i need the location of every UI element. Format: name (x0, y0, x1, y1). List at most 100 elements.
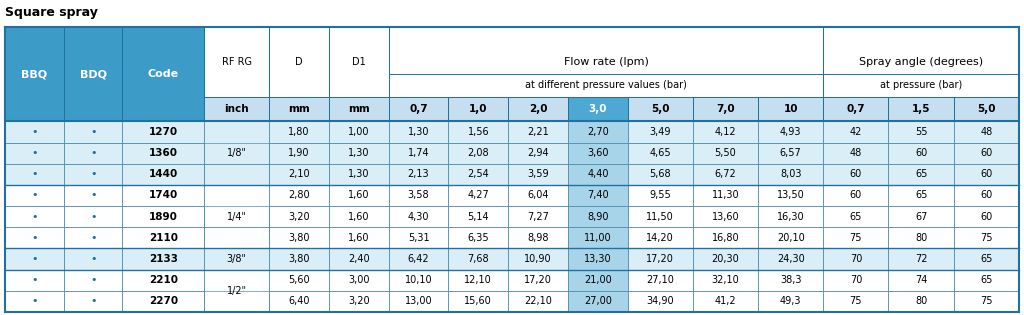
Text: 2,0: 2,0 (528, 104, 547, 114)
Bar (329, 164, 389, 185)
Text: •: • (90, 212, 96, 222)
Text: 1,30: 1,30 (348, 169, 370, 179)
Bar (628, 206, 693, 227)
Text: RF RG: RF RG (221, 57, 252, 67)
Bar (5, 206, 63, 227)
Text: 21,00: 21,00 (584, 275, 611, 285)
Bar (269, 121, 329, 143)
Bar (449, 96, 508, 121)
Bar (269, 270, 329, 291)
Text: 8,03: 8,03 (780, 169, 802, 179)
Text: BBQ: BBQ (22, 69, 47, 79)
Bar (889, 143, 953, 164)
Bar (329, 291, 389, 312)
Bar (758, 206, 823, 227)
Bar (628, 121, 693, 143)
Bar (953, 96, 1019, 121)
Bar (953, 291, 1019, 312)
Text: 6,42: 6,42 (408, 254, 429, 264)
Bar (628, 206, 693, 227)
Bar (5, 164, 63, 185)
Bar (628, 291, 693, 312)
Bar (823, 74, 1019, 96)
Text: Spray angle (degrees): Spray angle (degrees) (859, 57, 983, 67)
Bar (568, 227, 628, 248)
Text: 1,0: 1,0 (469, 104, 487, 114)
Bar (123, 270, 204, 291)
Text: 7,0: 7,0 (716, 104, 735, 114)
Text: 3,0: 3,0 (589, 104, 607, 114)
Bar (63, 291, 123, 312)
Text: at pressure (bar): at pressure (bar) (880, 80, 963, 90)
Bar (953, 248, 1019, 270)
Bar (823, 96, 889, 121)
Bar (389, 96, 449, 121)
Text: 6,57: 6,57 (780, 148, 802, 158)
Bar (389, 185, 449, 206)
Bar (758, 291, 823, 312)
Text: 22,10: 22,10 (524, 296, 552, 306)
Bar (204, 270, 269, 312)
Bar (628, 248, 693, 270)
Bar (269, 291, 329, 312)
Bar (568, 206, 628, 227)
Bar (628, 291, 693, 312)
Bar (123, 206, 204, 227)
Bar (389, 291, 449, 312)
Text: 1,56: 1,56 (468, 127, 489, 137)
Text: 75: 75 (980, 233, 992, 243)
Bar (953, 206, 1019, 227)
Bar (389, 27, 823, 96)
Bar (329, 270, 389, 291)
Text: 4,12: 4,12 (715, 127, 736, 137)
Bar (63, 27, 123, 121)
Bar (508, 227, 568, 248)
Text: •: • (90, 127, 96, 137)
Bar (329, 27, 389, 96)
Text: 1440: 1440 (148, 169, 178, 179)
Text: 3/8": 3/8" (226, 254, 247, 264)
Bar (823, 121, 889, 143)
Bar (329, 164, 389, 185)
Text: inch: inch (224, 104, 249, 114)
Text: 32,10: 32,10 (712, 275, 739, 285)
Bar (758, 164, 823, 185)
Bar (449, 143, 508, 164)
Bar (449, 270, 508, 291)
Text: 12,10: 12,10 (465, 275, 493, 285)
Bar (568, 121, 628, 143)
Text: 10,90: 10,90 (524, 254, 552, 264)
Text: 2110: 2110 (148, 233, 178, 243)
Bar (758, 206, 823, 227)
Bar (63, 121, 123, 143)
Text: 17,20: 17,20 (524, 275, 552, 285)
Bar (329, 291, 389, 312)
Bar (5, 185, 63, 206)
Text: 65: 65 (980, 254, 992, 264)
Bar (5, 227, 63, 248)
Bar (329, 96, 389, 121)
Text: 55: 55 (914, 127, 928, 137)
Text: 5,60: 5,60 (288, 275, 310, 285)
Bar (5, 27, 63, 121)
Bar (5, 248, 63, 270)
Bar (389, 185, 449, 206)
Text: 5,0: 5,0 (651, 104, 670, 114)
Bar (329, 27, 389, 96)
Text: 3,20: 3,20 (348, 296, 370, 306)
Text: 11,50: 11,50 (646, 212, 674, 222)
Bar (269, 206, 329, 227)
Bar (204, 143, 269, 164)
Bar (508, 185, 568, 206)
Bar (508, 248, 568, 270)
Bar (568, 96, 628, 121)
Bar (204, 291, 269, 312)
Text: 27,10: 27,10 (646, 275, 674, 285)
Bar (204, 27, 269, 96)
Text: •: • (90, 148, 96, 158)
Bar (269, 27, 329, 96)
Bar (63, 164, 123, 185)
Bar (953, 248, 1019, 270)
Bar (329, 185, 389, 206)
Bar (5, 206, 63, 227)
